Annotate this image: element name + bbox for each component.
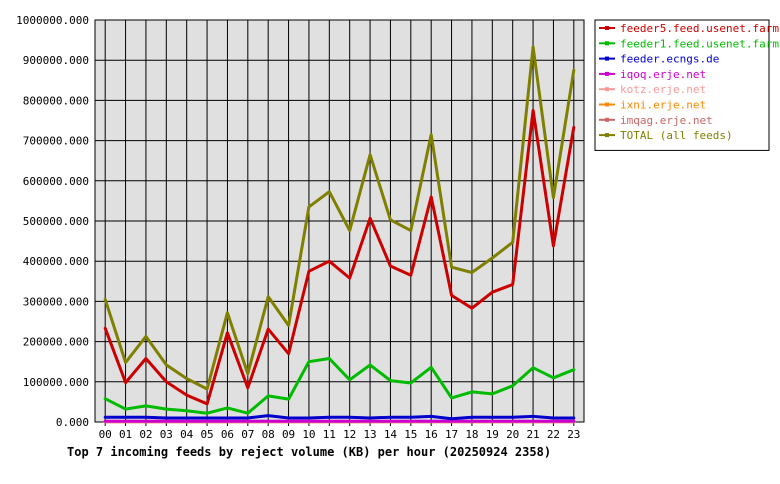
x-tick-label: 07 <box>241 428 254 441</box>
y-tick-label: 800000.000 <box>23 94 89 107</box>
series-line-total-all-feeds- <box>103 45 576 391</box>
x-tick-label: 15 <box>404 428 417 441</box>
y-tick-label: 300000.000 <box>23 295 89 308</box>
legend-entry-label: feeder5.feed.usenet.farm <box>620 22 779 35</box>
series-line-feeder-ecngs-de <box>103 414 576 421</box>
y-tick-label: 900000.000 <box>23 54 89 67</box>
y-tick-label: 600000.000 <box>23 175 89 188</box>
legend-entry-label: feeder1.feed.usenet.farm <box>620 37 779 50</box>
x-tick-label: 23 <box>567 428 580 441</box>
x-tick-label: 22 <box>547 428 560 441</box>
x-tick-label: 03 <box>160 428 173 441</box>
legend-marker <box>605 41 609 46</box>
x-tick-label: 10 <box>302 428 315 441</box>
x-tick-label: 04 <box>180 428 194 441</box>
x-tick-label: 05 <box>200 428 213 441</box>
x-tick-label: 18 <box>465 428 478 441</box>
x-tick-label: 11 <box>323 428 336 441</box>
y-tick-label: 1000000.000 <box>16 14 89 27</box>
y-tick-label: 100000.000 <box>23 376 89 389</box>
legend-entry-label: imqag.erje.net <box>620 114 713 127</box>
legend-entry-label: iqoq.erje.net <box>620 68 706 81</box>
legend-marker <box>605 102 609 107</box>
x-tick-label: 01 <box>119 428 132 441</box>
series-line-feeder5-feed-usenet-farm <box>103 108 576 406</box>
x-tick-label: 06 <box>221 428 234 441</box>
legend-marker <box>605 26 609 30</box>
legend-entry-label: TOTAL (all feeds) <box>620 129 733 142</box>
legend-entry-label: ixni.erje.net <box>620 99 706 112</box>
legend-entry-label: feeder.ecngs.de <box>620 53 719 66</box>
series-line-feeder1-feed-usenet-farm <box>103 357 576 415</box>
x-tick-label: 08 <box>262 428 275 441</box>
chart-title: Top 7 incoming feeds by reject volume (K… <box>67 445 551 459</box>
x-tick-label: 12 <box>343 428 356 441</box>
legend-entry-label: kotz.erje.net <box>620 83 706 96</box>
x-tick-label: 02 <box>139 428 152 441</box>
legend-marker <box>605 87 609 92</box>
y-tick-label: 500000.000 <box>23 215 89 228</box>
x-tick-label: 13 <box>363 428 376 441</box>
y-tick-label: 700000.000 <box>23 135 89 148</box>
y-tick-label: 200000.000 <box>23 336 89 349</box>
x-tick-label: 09 <box>282 428 295 441</box>
x-tick-label: 19 <box>486 428 499 441</box>
legend-marker <box>605 133 609 138</box>
legend-box <box>594 19 770 151</box>
x-tick-label: 14 <box>384 428 398 441</box>
x-tick-label: 17 <box>445 428 458 441</box>
x-tick-label: 20 <box>506 428 519 441</box>
legend-marker <box>605 117 609 122</box>
y-tick-label: 400000.000 <box>23 255 89 268</box>
x-tick-label: 00 <box>99 428 112 441</box>
y-tick-label: 0.000 <box>56 416 89 429</box>
x-tick-label: 21 <box>526 428 539 441</box>
legend-marker <box>605 71 609 76</box>
legend-marker <box>605 56 609 61</box>
x-tick-label: 16 <box>425 428 438 441</box>
